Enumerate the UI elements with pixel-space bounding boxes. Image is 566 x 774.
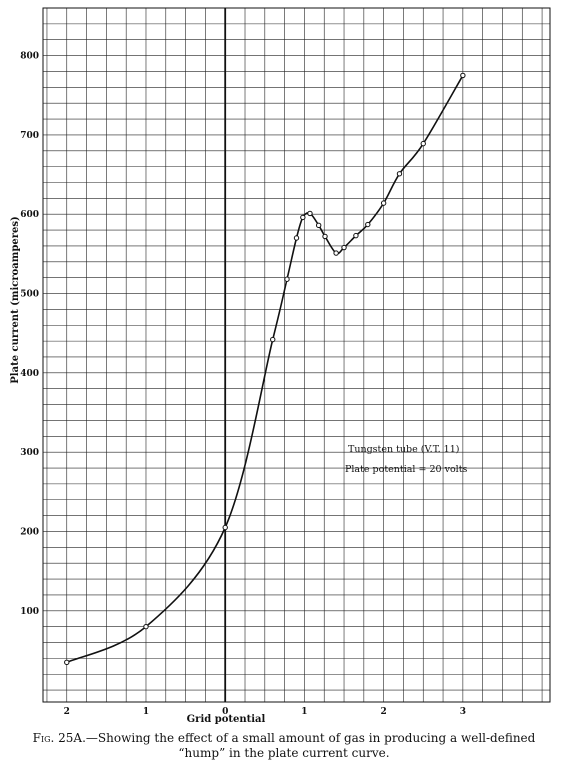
y-tick-label-4: 500 (20, 290, 39, 300)
x-tick-label-0: 2 (64, 707, 70, 717)
y-tick-label-5: 600 (20, 210, 39, 220)
y-tick-label-0: 100 (20, 607, 39, 617)
caption-figure-number: Fig. 25A. (32, 731, 86, 745)
data-point-14 (380, 200, 387, 206)
plate-current-chart: 100 200 300 400 500 600 700 800 2 1 0 1 2 3 Grid pote… (10, 7, 551, 725)
data-point-4 (284, 276, 290, 282)
annotation-plate-potential: Plate potential = 20 volts (345, 464, 468, 475)
plot-frame (42, 7, 551, 703)
data-point-2 (222, 524, 228, 531)
axes (42, 7, 551, 703)
data-point-15 (396, 171, 403, 177)
data-point-1 (143, 623, 149, 630)
x-tick-label-1: 1 (143, 707, 149, 717)
y-tick-label-6: 700 (20, 131, 39, 141)
y-tick-label-2: 300 (20, 448, 39, 458)
data-point-9 (322, 233, 328, 240)
y-tick-label-1: 200 (20, 527, 39, 537)
data-point-3 (270, 336, 276, 343)
data-point-0 (64, 659, 70, 666)
data-point-11 (341, 244, 347, 251)
data-point-8 (315, 222, 322, 229)
data-point-17 (460, 72, 466, 79)
x-tick-label-3: 1 (301, 707, 307, 717)
figure-caption: Fig. 25A.—Showing the effect of a small … (8, 731, 560, 761)
data-point-7 (307, 210, 313, 217)
grid (43, 7, 550, 702)
annotation-tube: Tungsten tube (V.T. 11) (348, 444, 459, 455)
tick-labels: 100 200 300 400 500 600 700 800 2 1 0 1 2 3 (20, 52, 466, 717)
x-tick-label-4: 2 (381, 707, 387, 717)
data-point-10 (333, 250, 339, 256)
caption-text: —Showing the effect of a small amount of… (85, 731, 536, 760)
data-points (64, 72, 466, 666)
y-axis-label: Plate current (microamperes) (10, 216, 21, 383)
data-point-13 (365, 221, 371, 228)
x-tick-label-5: 3 (460, 707, 466, 717)
x-axis-label: Grid potential (187, 714, 266, 725)
y-tick-label-3: 400 (20, 369, 39, 379)
data-point-16 (420, 140, 426, 147)
data-point-5 (293, 235, 300, 241)
x-tick-label-2: 0 (222, 707, 228, 717)
y-tick-label-7: 800 (20, 52, 39, 62)
data-point-12 (353, 232, 359, 239)
data-point-6 (300, 214, 306, 221)
